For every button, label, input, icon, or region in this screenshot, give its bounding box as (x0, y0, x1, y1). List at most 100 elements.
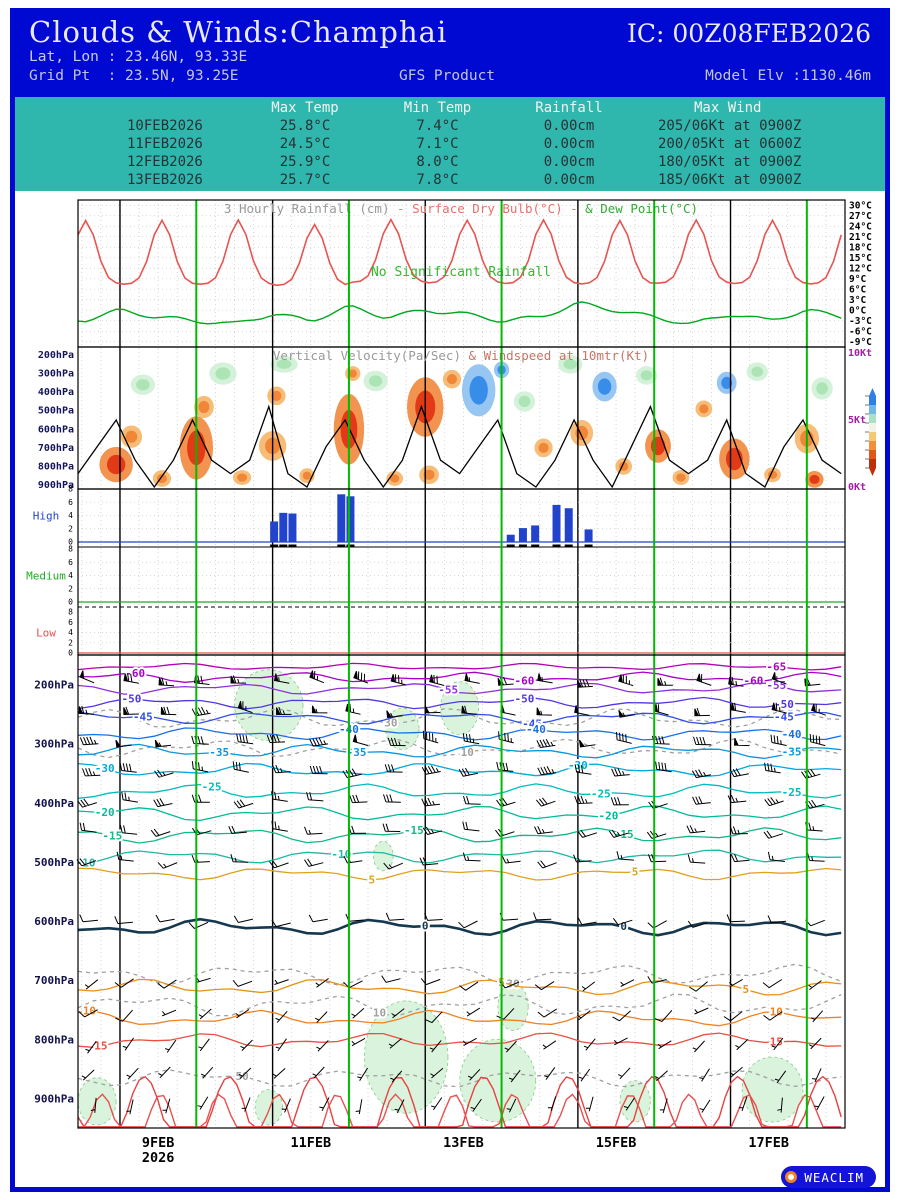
upper-pressure-label: 900hPa (34, 1092, 74, 1105)
upper-pressure-label: 300hPa (34, 738, 74, 751)
rh-contour-line-10 (77, 993, 842, 1017)
cell-rainfall: 0.00cm (543, 136, 595, 152)
cell-rainfall: 0.00cm (543, 154, 595, 170)
cloud-bar-high (506, 534, 515, 542)
isopleth-line--50 (77, 696, 842, 710)
isopleth-line--40 (77, 727, 842, 741)
rh-contour-label: 10 (461, 746, 474, 759)
cell-min-temp: 8.0°C (416, 154, 459, 170)
vv-blob-core-blue (721, 376, 733, 389)
temp-axis-label: 15°C (849, 253, 872, 264)
isopleth-label: -10 (331, 848, 351, 861)
date-label: 9FEB (142, 1135, 175, 1151)
vv-pressure-label: 400hPa (38, 387, 74, 398)
wind-barbs-850hpa (81, 1066, 822, 1084)
cloud-axis-tick: 8 (68, 545, 73, 554)
vv-blob-core-green (136, 379, 150, 391)
humid-patch (440, 681, 479, 736)
windspeed-line (77, 404, 842, 489)
windspeed-axis-label: 0Kt (848, 482, 866, 493)
vv-blob-core-orange (271, 390, 282, 401)
isopleth-label: -45 (522, 718, 542, 731)
vv-blob-core-orange (538, 442, 549, 453)
isopleth-line-5 (77, 867, 842, 881)
date-label: 11FEB (290, 1135, 331, 1151)
cloud-bar-high (270, 521, 279, 542)
isopleth-line-5 (77, 978, 842, 996)
isopleth-line--65 (77, 662, 842, 671)
year-label: 2026 (142, 1150, 175, 1166)
lat-lon-label: Lat, Lon : 23.46N, 93.33E (29, 49, 248, 65)
surface-panel-title: 3 Hourly Rainfall (cm) - Surface Dry Bul… (224, 201, 698, 216)
temp-axis-label: -9°C (849, 337, 872, 348)
vv-blob-core-orange (125, 430, 138, 443)
upper-pressure-label: 400hPa (34, 797, 74, 810)
rh-contour-label: 10 (373, 1006, 386, 1019)
humid-patch (741, 1056, 804, 1123)
cloud-axis-tick: 4 (68, 628, 73, 637)
vv-blob-core-orange (676, 473, 686, 482)
cloud-axis-tick: 8 (68, 608, 73, 617)
wind-barbs-350hpa (82, 761, 821, 779)
isopleth-label: 5 (632, 865, 639, 878)
cloud-axis-tick: 8 (68, 485, 73, 494)
panel-border-4 (77, 654, 846, 1129)
vv-blob-core-green (215, 367, 231, 380)
total-cloud-bar (552, 544, 561, 547)
isopleth-line--15 (77, 827, 842, 844)
isopleth-label: 0 (620, 920, 627, 933)
wind-barbs-450hpa (79, 820, 823, 839)
isopleth-label: -50 (121, 693, 141, 706)
vv-pressure-label: 500hPa (38, 406, 74, 417)
isopleth-label: -50 (774, 698, 794, 711)
isopleth-label: -65 (766, 660, 786, 673)
vv-legend-arrow-top (869, 388, 876, 396)
isopleth-label: -30 (95, 762, 115, 775)
title-row: Clouds & Winds:Champhai IC: 00Z08FEB2026 (29, 15, 871, 49)
vv-pressure-label: 600hPa (38, 424, 74, 435)
isopleth-label: -10 (76, 856, 96, 869)
vv-blob-core-orange (302, 471, 312, 480)
upper-pressure-label: 500hPa (34, 856, 74, 869)
isopleth-label: -50 (515, 692, 535, 705)
cell-min-temp: 7.1°C (416, 136, 459, 152)
cloud-band-label-medium: Medium (26, 570, 66, 583)
vv-blob-core-orange (348, 369, 357, 378)
vv-blob-core-red (809, 474, 820, 485)
summary-header-row: Max Temp Min Temp Rainfall Max Wind (15, 99, 885, 117)
vv-legend-swatch (869, 396, 876, 405)
vv-blob-core-orange (198, 400, 210, 414)
rh-contour-line-50 (77, 1069, 842, 1088)
total-cloud-bar (279, 544, 288, 547)
cloud-axis-tick: 2 (68, 584, 73, 593)
vv-blob-core-red (650, 436, 666, 456)
temp-axis-label: 3°C (849, 295, 866, 306)
total-cloud-bar (531, 544, 540, 547)
weaclim-icon (785, 1171, 798, 1183)
cell-date: 11FEB2026 (127, 136, 203, 152)
isopleth-line--10 (78, 849, 842, 864)
cell-max-temp: 25.7°C (279, 172, 331, 188)
cloud-axis-tick: 6 (68, 558, 73, 567)
cloud-axis-tick: 0 (68, 649, 73, 658)
humid-patch (459, 1038, 537, 1123)
total-cloud-bar (346, 544, 355, 547)
cell-max-wind: 200/05Kt at 0600Z (658, 136, 802, 152)
cloud-axis-tick: 4 (68, 571, 73, 580)
vv-legend-swatch (869, 432, 876, 441)
humid-patch (363, 1000, 449, 1114)
isopleth-label: 15 (94, 1040, 107, 1053)
vv-legend-swatch (869, 414, 876, 423)
cloud-axis-tick: 2 (68, 524, 73, 533)
windspeed-axis-label: 10Kt (848, 348, 872, 359)
upper-pressure-label: 700hPa (34, 974, 74, 987)
vv-legend-swatch (869, 423, 876, 432)
temp-axis-label: 6°C (849, 284, 866, 295)
total-cloud-bar (584, 544, 593, 547)
dry-bulb-line (77, 217, 842, 287)
weaclim-label: WEACLIM (804, 1169, 864, 1185)
cloud-axis-tick: 6 (68, 618, 73, 627)
cloud-bar-high (337, 494, 346, 542)
vv-blob-core-orange (237, 473, 248, 482)
table-row: 12FEB2026 25.9°C 8.0°C 0.00cm 180/05Kt a… (15, 153, 885, 171)
